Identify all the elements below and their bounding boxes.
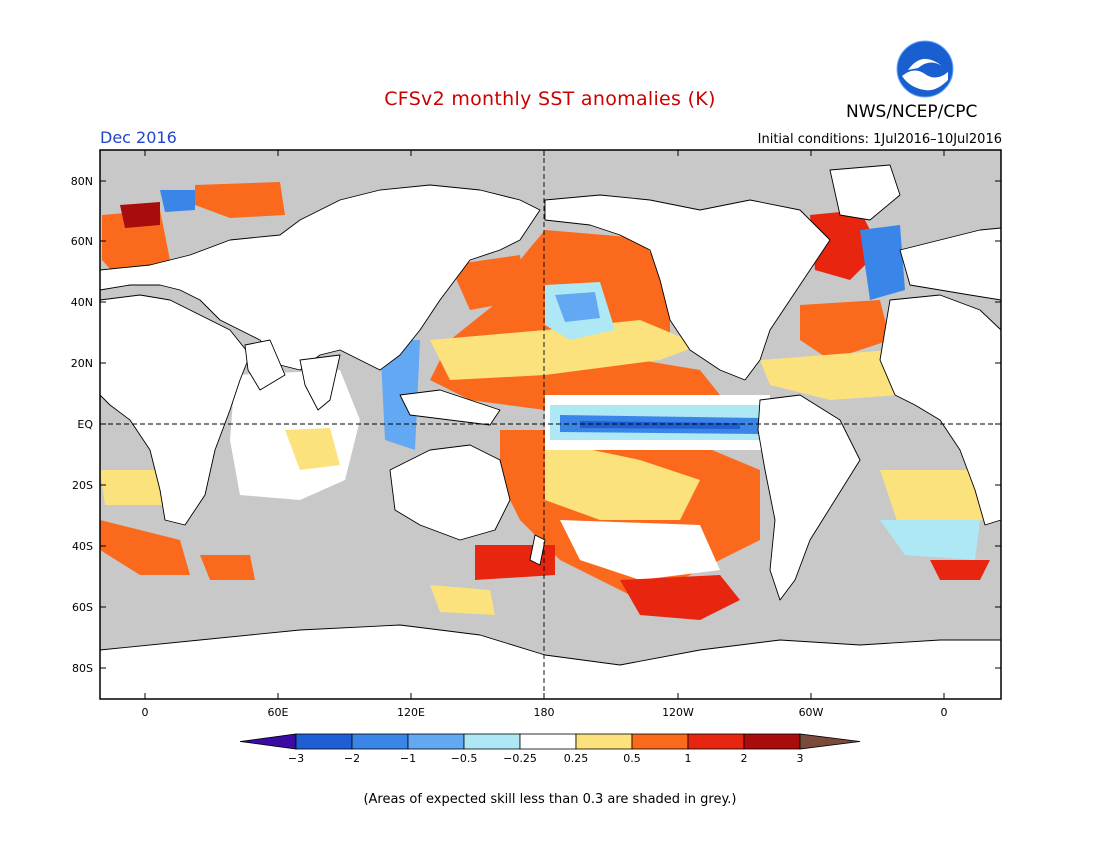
south-atlantic-yellow	[880, 470, 985, 530]
tropical-atlantic-yellow	[760, 350, 900, 400]
lon-label: 120W	[662, 706, 694, 719]
land-masses	[99, 164, 1002, 700]
kuroshio-warm	[450, 255, 525, 310]
indian-ocean-yellow	[285, 428, 340, 470]
lon-label: 60E	[268, 706, 289, 719]
colorbar-box	[687, 733, 745, 750]
colorbar-label: −0.5	[451, 752, 478, 765]
southern-ocean-orange-2	[200, 555, 255, 580]
colorbar-box	[519, 733, 577, 750]
new-zealand	[529, 534, 546, 566]
colorbar-box	[351, 733, 409, 750]
africa-east	[879, 294, 1002, 526]
anomaly-patches	[100, 182, 990, 620]
lat-label: 60S	[72, 601, 93, 614]
pacific-yellow-north	[430, 320, 700, 380]
lat-label: EQ	[77, 418, 93, 431]
lat-label: 20N	[71, 357, 93, 370]
colorbar-label: −0.25	[503, 752, 537, 765]
lat-label: 20S	[72, 479, 93, 492]
australia	[389, 444, 511, 541]
europe-west-darkred	[120, 202, 160, 228]
colorbar-label: −1	[400, 752, 416, 765]
lon-label: 120E	[397, 706, 425, 719]
barents-cold	[160, 190, 195, 212]
lat-label: 60N	[71, 235, 93, 248]
colorbar-max-arrow	[799, 733, 861, 750]
europe-west-warm	[102, 210, 170, 280]
colorbar-label: 2	[741, 752, 748, 765]
south-pacific-white	[560, 520, 720, 580]
lat-label: 80N	[71, 175, 93, 188]
lon-label: 0	[142, 706, 149, 719]
colorbar-box	[743, 733, 801, 750]
north-america	[544, 194, 831, 381]
barents-warm	[195, 182, 285, 218]
skill-footnote: (Areas of expected skill less than 0.3 a…	[363, 792, 737, 807]
maritime-continent	[399, 389, 501, 426]
lat-label: 80S	[72, 662, 93, 675]
lat-label: 40N	[71, 296, 93, 309]
north-atlantic-orange	[800, 300, 890, 360]
greenland	[829, 164, 901, 221]
india	[299, 354, 341, 411]
agency-label: NWS/NCEP/CPC	[846, 102, 978, 122]
axis-tick-labels: 80N 60N 40N 20N EQ 20S 40S 60S 80S 0 60E 120E 180 120…	[71, 175, 948, 719]
north-atlantic-cold	[860, 225, 905, 300]
initial-conditions: Initial conditions: 1Jul2016–10Jul2016	[757, 132, 1002, 147]
southern-ocean-yellow	[430, 585, 495, 615]
colorbar-label: 1	[685, 752, 692, 765]
colorbar-label: 3	[797, 752, 804, 765]
colorbar-label: 0.5	[623, 752, 641, 765]
colorbar-label: −3	[288, 752, 304, 765]
south-atlantic-cyan	[880, 520, 980, 560]
pacific-yellow-south	[545, 440, 700, 520]
lon-label: 0	[941, 706, 948, 719]
axis-ticks	[100, 150, 1001, 699]
colorbar-box	[575, 733, 633, 750]
lon-label: 180	[534, 706, 555, 719]
lon-label: 60W	[799, 706, 824, 719]
colorbar-box	[631, 733, 689, 750]
lat-label: 40S	[72, 540, 93, 553]
south-america	[757, 394, 861, 601]
colorbar-box	[295, 733, 353, 750]
equatorial-cold-core	[580, 421, 740, 429]
forecast-month: Dec 2016	[100, 128, 177, 147]
north-pacific-cold-core	[555, 292, 600, 322]
colorbar: −3 −2 −1 −0.5 −0.25 0.25 0.5 1 2 3	[239, 733, 861, 765]
noaa-logo-icon	[896, 40, 954, 98]
colorbar-box	[407, 733, 465, 750]
colorbar-min-arrow	[239, 733, 297, 750]
africa-west	[99, 294, 251, 526]
arabia	[244, 339, 286, 391]
eurasia	[99, 184, 541, 371]
southern-ocean-orange-1	[100, 520, 190, 575]
colorbar-box	[463, 733, 521, 750]
south-atlantic-orange	[930, 560, 990, 580]
map-title: CFSv2 monthly SST anomalies (K)	[384, 88, 716, 110]
colorbar-label: −2	[344, 752, 360, 765]
colorbar-label: 0.25	[564, 752, 589, 765]
south-pacific-orange	[620, 575, 740, 620]
north-atlantic-warm	[810, 210, 880, 280]
south-indian-yellow	[100, 470, 165, 505]
